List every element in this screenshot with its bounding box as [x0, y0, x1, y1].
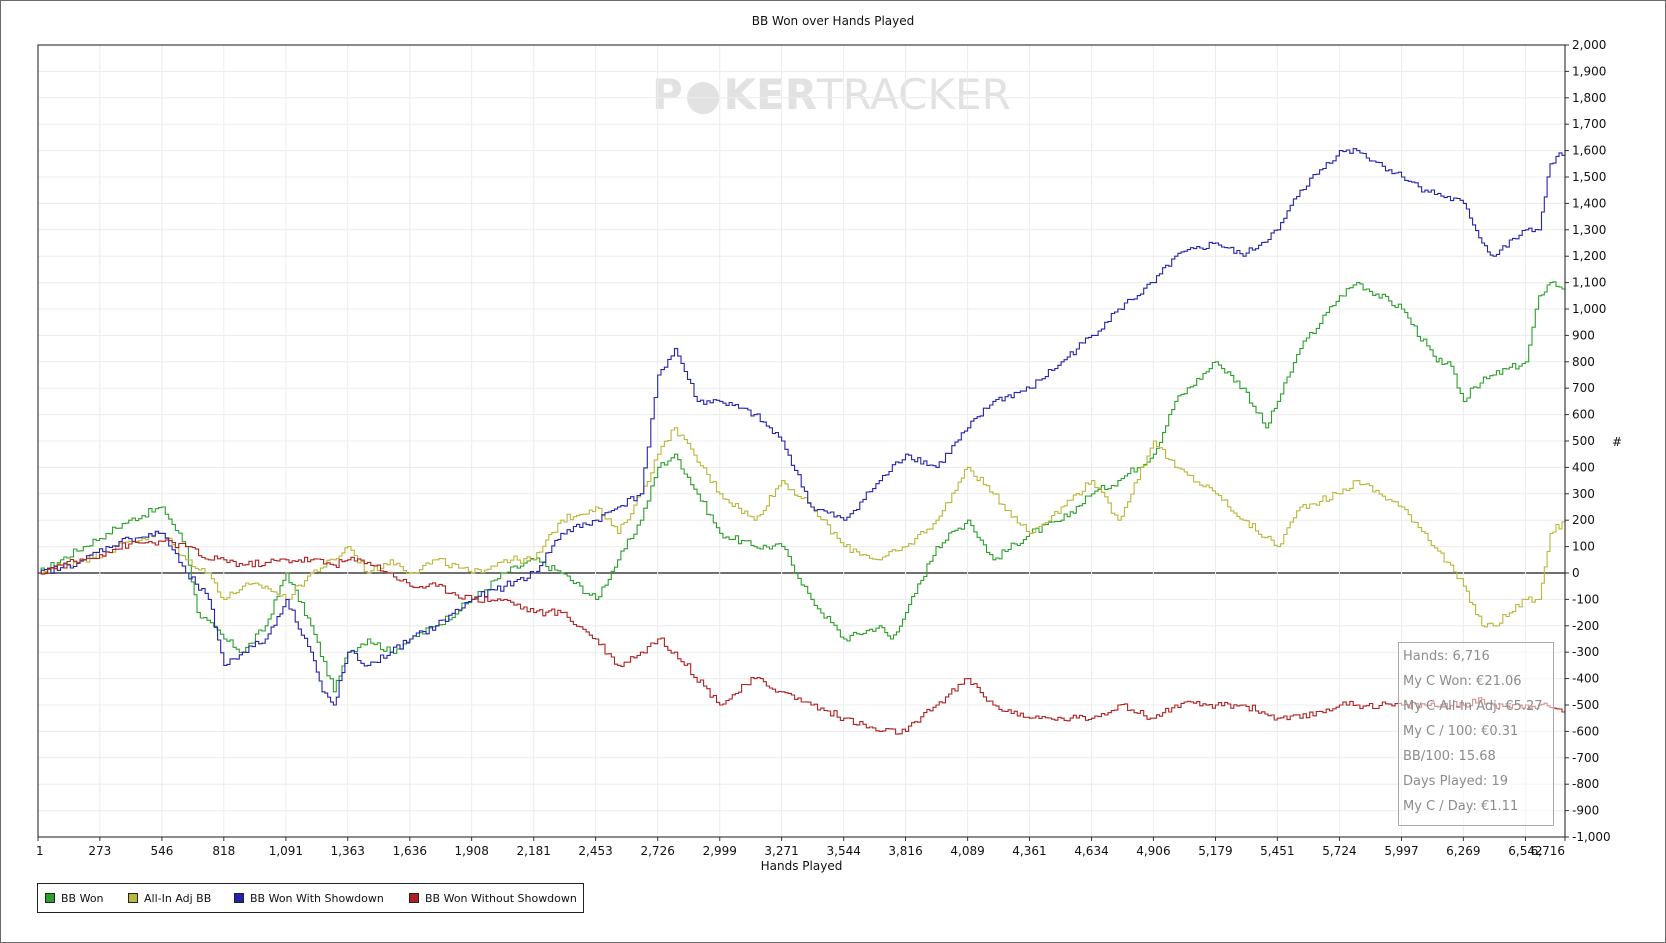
legend-swatch-red [409, 893, 419, 903]
y-tick-label: -900 [1572, 804, 1599, 818]
y-tick-label: -300 [1572, 645, 1599, 659]
x-tick-label: 6,542 [1508, 844, 1542, 858]
x-tick-label: 2,999 [703, 844, 737, 858]
y-tick-label: 500 [1572, 434, 1595, 448]
chart-legend: BB Won All-In Adj BB BB Won With Showdow… [37, 883, 584, 913]
y-tick-label: 300 [1572, 487, 1595, 501]
y-axis-symbol: # [1612, 435, 1622, 449]
x-tick-label: 546 [150, 844, 173, 858]
x-tick-label: 3,816 [888, 844, 922, 858]
x-tick-label: 5,997 [1384, 844, 1418, 858]
legend-item-bb-won[interactable]: BB Won [45, 884, 104, 912]
legend-swatch-olive [128, 893, 138, 903]
x-tick-label: 3,271 [764, 844, 798, 858]
x-tick-label: 4,361 [1012, 844, 1046, 858]
legend-swatch-green [45, 893, 55, 903]
x-tick-label: 4,634 [1074, 844, 1108, 858]
y-tick-label: -200 [1572, 619, 1599, 633]
x-tick-label: 6,716 [1531, 844, 1565, 858]
info-bb-per-100: BB/100: 15.68 [1403, 749, 1496, 764]
y-tick-label: 800 [1572, 355, 1595, 369]
y-tick-label: 700 [1572, 381, 1595, 395]
legend-swatch-blue [234, 893, 244, 903]
y-tick-label: 400 [1572, 460, 1595, 474]
legend-label: BB Won Without Showdown [425, 891, 577, 905]
x-tick-label: 2,181 [517, 844, 551, 858]
y-tick-label: 900 [1572, 328, 1595, 342]
series-line-bb-won-with-showdown [38, 148, 1566, 706]
y-tick-label: -100 [1572, 592, 1599, 606]
y-tick-label: 1,400 [1572, 196, 1606, 210]
y-tick-label: 1,900 [1572, 64, 1606, 78]
info-won: My C Won: €21.06 [1403, 674, 1522, 689]
x-tick-label: 1,091 [269, 844, 303, 858]
x-tick-label: 4,089 [950, 844, 984, 858]
x-tick-label: 4,906 [1136, 844, 1170, 858]
series-line-bb-won [38, 281, 1566, 693]
info-per-day: My C / Day: €1.11 [1403, 799, 1519, 814]
x-tick-label: 2,726 [640, 844, 674, 858]
y-tick-label: -500 [1572, 698, 1599, 712]
info-allin-adj: My C All-In Adj: €5.27 [1403, 699, 1543, 714]
y-tick-label: 1,700 [1572, 117, 1606, 131]
info-per-100: My C / 100: €0.31 [1403, 724, 1519, 739]
y-tick-label: 200 [1572, 513, 1595, 527]
series-line-all-in-adj-bb [38, 427, 1566, 628]
y-tick-label: 1,800 [1572, 91, 1606, 105]
y-tick-label: 2,000 [1572, 38, 1606, 52]
x-tick-label: 3,544 [827, 844, 861, 858]
y-tick-label: -700 [1572, 751, 1599, 765]
legend-item-with-showdown[interactable]: BB Won With Showdown [234, 884, 384, 912]
legend-label: BB Won With Showdown [250, 891, 384, 905]
y-tick-label: 600 [1572, 408, 1595, 422]
y-tick-label: -400 [1572, 672, 1599, 686]
x-tick-label: 818 [212, 844, 235, 858]
y-tick-label: -1,000 [1572, 830, 1611, 844]
x-tick-label: 1,636 [393, 844, 427, 858]
watermark-logo: P●KERTRACKER [652, 70, 1011, 119]
y-tick-label: 1,100 [1572, 276, 1606, 290]
plot-border [37, 44, 1566, 838]
y-tick-label: 1,600 [1572, 144, 1606, 158]
y-tick-label: 1,000 [1572, 302, 1606, 316]
legend-item-without-showdown[interactable]: BB Won Without Showdown [409, 884, 577, 912]
x-tick-label: 1 [36, 844, 44, 858]
legend-label: BB Won [61, 891, 104, 905]
y-tick-label: 1,200 [1572, 249, 1606, 263]
y-tick-label: 0 [1572, 566, 1580, 580]
info-hands: Hands: 6,716 [1403, 649, 1490, 664]
chart-title: BB Won over Hands Played [751, 14, 915, 28]
y-tick-label: 1,500 [1572, 170, 1606, 184]
x-tick-label: 6,269 [1446, 844, 1480, 858]
y-tick-label: 100 [1572, 540, 1595, 554]
info-days-played: Days Played: 19 [1403, 774, 1508, 789]
y-tick-label: 1,300 [1572, 223, 1606, 237]
x-tick-label: 1,363 [331, 844, 365, 858]
x-axis-label: Hands Played [761, 859, 843, 873]
x-tick-label: 5,179 [1198, 844, 1232, 858]
summary-info-box: Hands: 6,716 My C Won: €21.06 My C All-I… [1398, 642, 1554, 826]
x-tick-label: 5,724 [1322, 844, 1356, 858]
legend-item-all-in-adj[interactable]: All-In Adj BB [128, 884, 211, 912]
y-tick-label: -600 [1572, 724, 1599, 738]
x-tick-label: 273 [88, 844, 111, 858]
x-tick-label: 5,451 [1260, 844, 1294, 858]
series-line-bb-won-without-showdown [38, 539, 1566, 735]
x-tick-label: 1,908 [454, 844, 488, 858]
x-tick-label: 2,453 [578, 844, 612, 858]
y-tick-label: -800 [1572, 777, 1599, 791]
legend-label: All-In Adj BB [144, 891, 212, 905]
